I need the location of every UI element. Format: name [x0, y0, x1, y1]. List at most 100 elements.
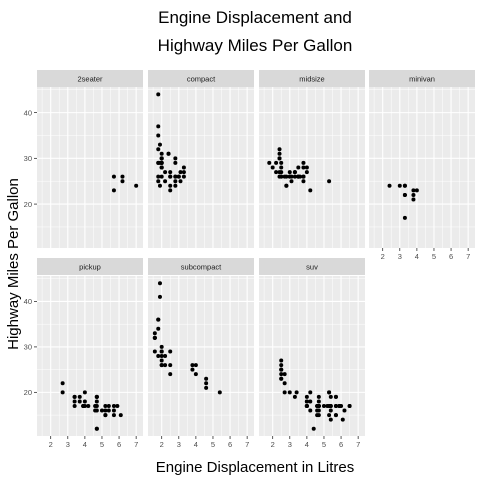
data-point — [292, 170, 297, 175]
data-point — [279, 165, 284, 170]
data-point — [316, 408, 321, 413]
data-point — [304, 399, 309, 404]
data-point — [94, 426, 99, 431]
data-point — [279, 372, 284, 377]
data-point — [287, 174, 292, 179]
data-point — [94, 404, 99, 408]
data-point — [163, 179, 168, 184]
data-point — [301, 174, 306, 179]
data-point — [304, 394, 309, 399]
data-point — [173, 156, 178, 161]
panel-background — [259, 87, 365, 248]
data-point — [152, 331, 157, 336]
data-point — [287, 170, 292, 175]
data-point — [168, 170, 173, 175]
data-point — [270, 165, 275, 170]
y-tick-label: 30 — [24, 154, 32, 163]
data-point — [296, 165, 301, 170]
data-point — [282, 390, 287, 395]
facet-label: minivan — [409, 75, 435, 84]
data-point — [159, 160, 164, 165]
facet-strip — [369, 70, 475, 87]
data-point — [86, 404, 91, 408]
x-tick-label: 4 — [83, 440, 87, 449]
data-point — [279, 376, 284, 381]
data-point — [173, 174, 178, 179]
data-point — [156, 92, 161, 97]
x-tick-label: 5 — [322, 440, 326, 449]
data-point — [94, 394, 99, 399]
data-point — [156, 317, 161, 322]
data-point — [168, 188, 173, 193]
y-tick-label: 40 — [24, 297, 32, 306]
data-point — [156, 147, 161, 152]
data-point — [279, 358, 284, 363]
x-tick-label: 7 — [466, 252, 470, 261]
data-point — [193, 372, 198, 377]
data-point — [402, 192, 407, 197]
data-point — [181, 165, 186, 170]
data-point — [301, 179, 306, 184]
x-tick-label: 5 — [100, 440, 104, 449]
data-point — [181, 174, 186, 179]
data-point — [159, 349, 164, 354]
data-point — [321, 404, 326, 408]
facet-minivan: minivan 2 3 4 5 6 7 — [369, 70, 475, 261]
x-tick-label: 6 — [339, 440, 343, 449]
x-tick-label: 3 — [177, 440, 181, 449]
data-point — [328, 408, 333, 413]
x-tick-label: 2 — [49, 440, 53, 449]
data-point — [111, 404, 116, 408]
data-point — [328, 394, 333, 399]
data-point — [277, 174, 282, 179]
data-point — [159, 354, 164, 358]
facet-grid: 2seater 20 30 40 compact midsize minivan 2 3 4 5 6 7… — [24, 70, 475, 449]
panel-background — [37, 87, 143, 248]
data-point — [308, 188, 313, 193]
data-point — [347, 404, 352, 408]
x-axis-title: Engine Displacement in Litres — [156, 459, 354, 476]
data-point — [72, 394, 77, 399]
data-point — [308, 390, 313, 395]
data-point — [279, 367, 284, 372]
data-point — [77, 399, 82, 404]
data-point — [340, 417, 345, 422]
facet-strip — [259, 70, 365, 87]
facet-label: compact — [187, 75, 216, 84]
data-point — [60, 390, 65, 395]
data-point — [163, 170, 168, 175]
data-point — [156, 179, 161, 184]
data-point — [279, 170, 284, 175]
panel-background — [148, 87, 254, 248]
facet-2seater: 2seater 20 30 40 — [24, 70, 143, 248]
x-tick-label: 2 — [381, 252, 385, 261]
data-point — [292, 174, 297, 179]
data-point — [304, 165, 309, 170]
data-point — [163, 363, 168, 368]
data-point — [301, 165, 306, 170]
y-tick-label: 30 — [24, 343, 32, 352]
facet-strip — [148, 70, 254, 87]
data-point — [411, 197, 416, 202]
data-point — [397, 183, 402, 188]
data-point — [156, 133, 161, 138]
data-point — [94, 399, 99, 404]
facet-label: 2seater — [77, 75, 103, 84]
data-point — [315, 413, 320, 418]
facet-label: suv — [306, 263, 318, 272]
data-point — [156, 174, 161, 179]
data-point — [159, 156, 164, 161]
data-point — [333, 404, 338, 408]
data-point — [120, 174, 125, 179]
data-point — [311, 426, 316, 431]
x-tick-label: 4 — [415, 252, 419, 261]
data-point — [308, 399, 313, 404]
data-point — [118, 413, 123, 418]
data-point — [204, 385, 209, 390]
data-point — [173, 179, 178, 184]
data-point — [178, 179, 183, 184]
data-point — [294, 390, 299, 395]
data-point — [159, 151, 164, 156]
facet-strip — [37, 258, 143, 275]
data-point — [159, 358, 164, 363]
